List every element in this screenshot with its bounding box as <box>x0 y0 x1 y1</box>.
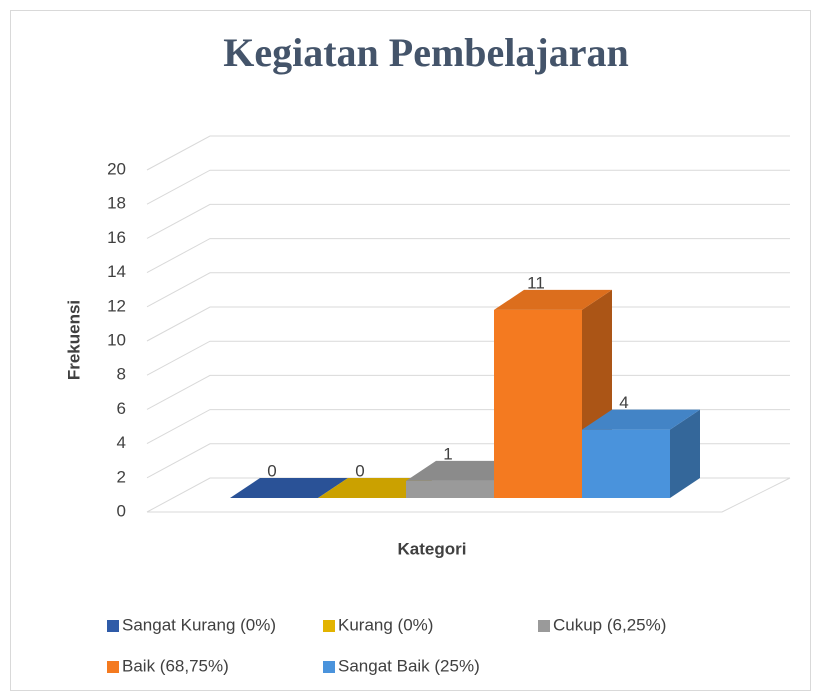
legend-label: Kurang (0%) <box>338 615 433 634</box>
grid-line <box>146 169 790 205</box>
y-tick-label: 20 <box>107 159 126 178</box>
bar-front <box>582 429 670 498</box>
bar-side <box>670 409 700 498</box>
grid-line <box>146 238 790 274</box>
y-axis-title: Frekuensi <box>64 300 83 380</box>
data-label: 11 <box>527 273 545 292</box>
y-tick-label: 0 <box>117 501 126 520</box>
data-label: 0 <box>355 461 364 480</box>
y-tick-label: 8 <box>117 365 126 384</box>
legend-swatch <box>323 661 335 673</box>
chart-title: Kegiatan Pembelajaran <box>223 30 629 75</box>
data-label: 1 <box>443 444 452 463</box>
y-tick-label: 12 <box>107 296 126 315</box>
grid-line <box>146 272 790 308</box>
chart-frame <box>10 10 811 691</box>
legend-swatch <box>107 661 119 673</box>
legend-label: Sangat Kurang (0%) <box>122 615 276 634</box>
legend-label: Sangat Baik (25%) <box>338 656 480 675</box>
data-label: 0 <box>267 461 276 480</box>
x-axis-title: Kategori <box>398 539 467 558</box>
y-tick-label: 6 <box>117 399 126 418</box>
floor-edge <box>147 477 791 513</box>
legend-swatch <box>538 620 550 632</box>
y-tick-label: 16 <box>107 228 126 247</box>
bar-top <box>582 409 700 430</box>
bar-front <box>494 309 582 498</box>
legend-label: Baik (68,75%) <box>122 656 229 675</box>
grid-line <box>146 135 790 171</box>
data-label: 4 <box>619 393 628 412</box>
bar-front <box>406 480 494 498</box>
y-tick-label: 2 <box>117 467 126 486</box>
grid-line <box>146 203 790 239</box>
legend-swatch <box>323 620 335 632</box>
bar-top <box>230 478 348 498</box>
bar-top <box>494 289 612 310</box>
bar <box>582 409 700 498</box>
y-tick-label: 4 <box>117 433 126 452</box>
y-tick-label: 10 <box>107 330 126 349</box>
legend-swatch <box>107 620 119 632</box>
bar <box>230 478 348 498</box>
y-tick-label: 14 <box>107 262 126 281</box>
y-tick-label: 18 <box>107 194 126 213</box>
legend-label: Cukup (6,25%) <box>553 615 666 634</box>
